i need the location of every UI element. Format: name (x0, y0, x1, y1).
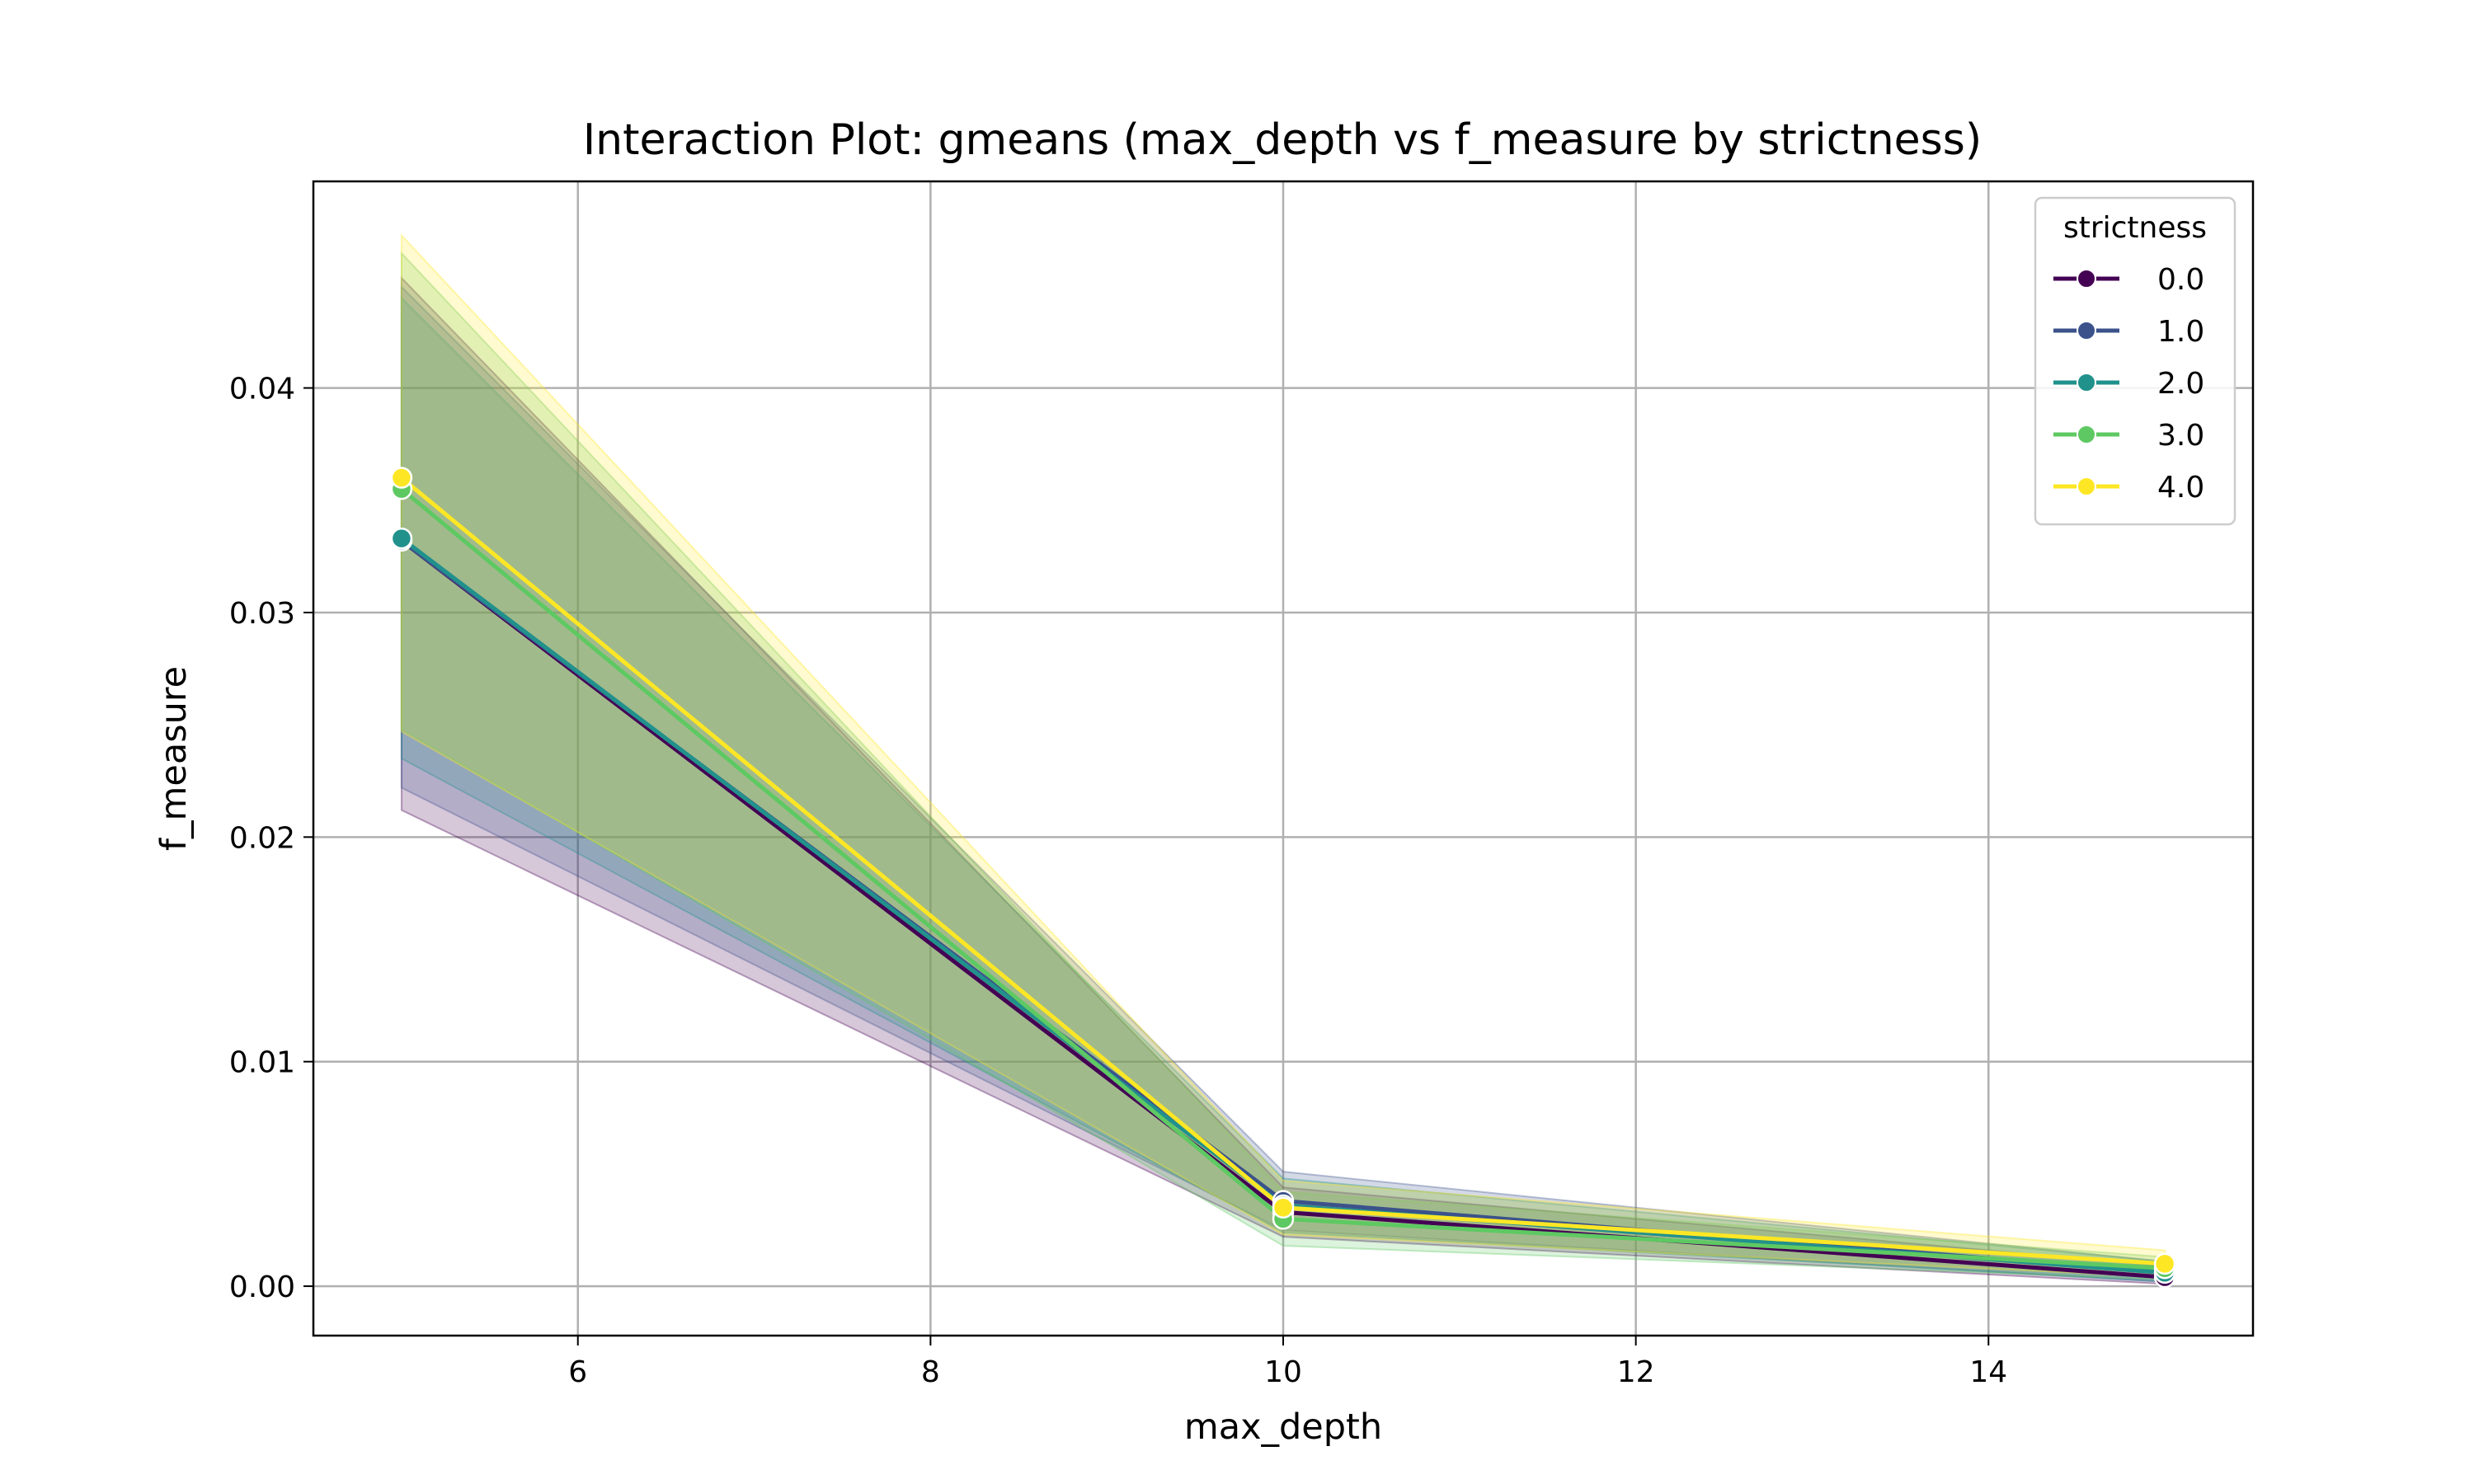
y-axis-title: f_measure (153, 666, 195, 851)
legend-label-2.0: 2.0 (2157, 367, 2204, 401)
marker-4.0-10 (1272, 1196, 1295, 1219)
y-tick-label-0: 0.00 (229, 1270, 295, 1304)
x-tick-label-0: 6 (568, 1355, 587, 1389)
legend-title: strictness (2063, 211, 2207, 245)
y-tick-label-1: 0.01 (229, 1046, 295, 1080)
legend: strictness 0.0 1.0 2.0 3.0 4.0 (2034, 196, 2236, 526)
legend-label-3.0: 3.0 (2157, 419, 2204, 453)
x-tick-label-2: 10 (1264, 1355, 1302, 1389)
y-axis-ticks: 0.00 0.01 0.02 0.03 0.04 (229, 373, 313, 1304)
marker-2.0-5 (390, 527, 413, 550)
legend-label-0.0: 0.0 (2157, 263, 2204, 297)
marker-4.0-5 (390, 467, 413, 489)
x-tick-label-3: 12 (1617, 1355, 1655, 1389)
legend-marker-0.0 (2077, 269, 2096, 289)
x-tick-label-4: 14 (1969, 1355, 2007, 1389)
x-axis-ticks: 6 8 10 12 14 (568, 1336, 2007, 1389)
chart-title: Interaction Plot: gmeans (max_depth vs f… (583, 115, 1982, 165)
legend-box (2034, 196, 2236, 526)
legend-label-4.0: 4.0 (2157, 471, 2204, 505)
x-axis-title: max_depth (1184, 1407, 1382, 1448)
legend-marker-4.0 (2077, 477, 2096, 496)
y-tick-label-4: 0.04 (229, 373, 295, 406)
grid-lines (313, 181, 2253, 1336)
legend-marker-3.0 (2077, 425, 2096, 444)
legend-marker-1.0 (2077, 321, 2096, 340)
x-tick-label-1: 8 (921, 1355, 940, 1389)
marker-4.0-15 (2153, 1252, 2176, 1275)
y-tick-label-3: 0.03 (229, 597, 295, 631)
legend-marker-2.0 (2077, 373, 2096, 392)
series-markers (390, 467, 2176, 1289)
legend-label-1.0: 1.0 (2157, 315, 2204, 349)
y-tick-label-2: 0.02 (229, 821, 295, 855)
